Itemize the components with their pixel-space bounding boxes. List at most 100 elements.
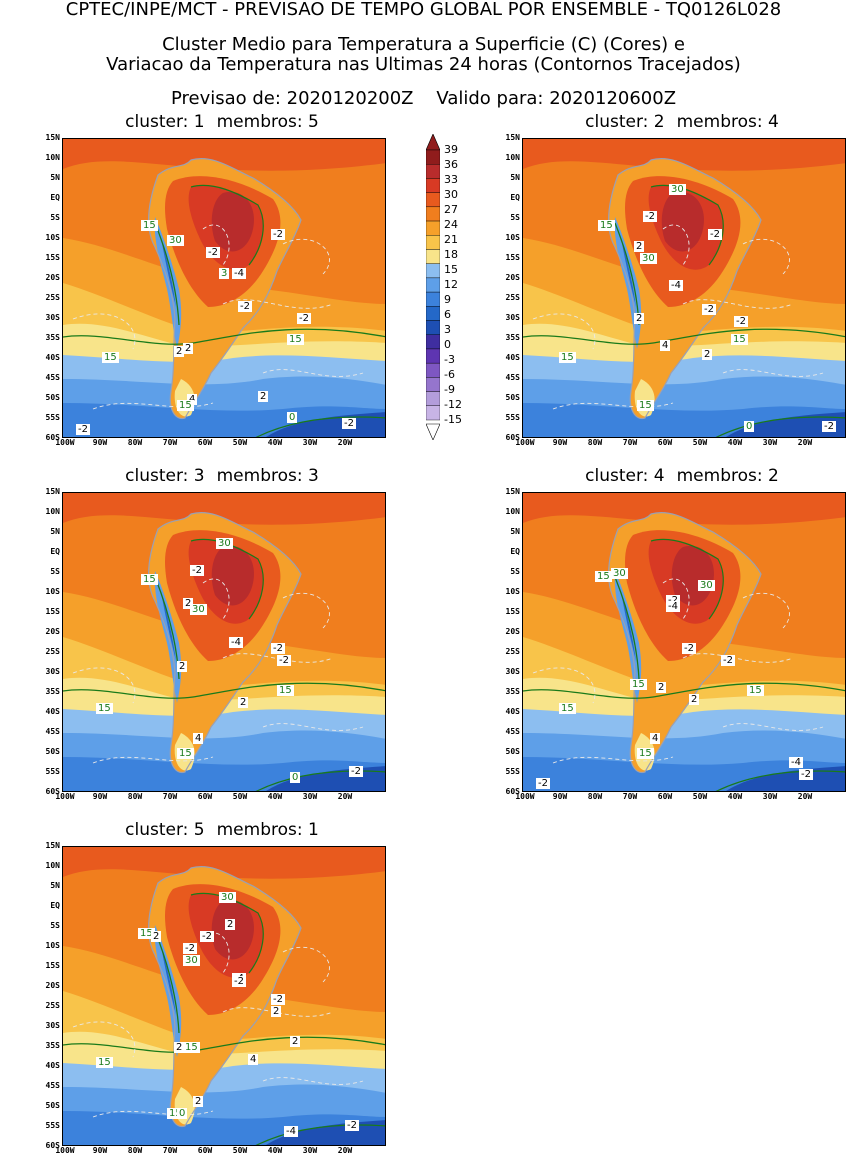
colorbar-tick-label: 15 (444, 263, 458, 276)
anomaly-contour-5 (72, 667, 136, 704)
contour-label: 15 (559, 352, 576, 363)
colorbar-tick-label: 0 (444, 338, 451, 351)
colorbar-tick-label: 12 (444, 278, 458, 291)
colorbar-segment (426, 206, 440, 222)
lat-tick-label: 10N (505, 507, 520, 516)
lat-tick-label: 40S (505, 353, 520, 362)
previsao-date: Previsao de: 2020120200Z (170, 88, 414, 109)
lat-tick-label: 5S (50, 567, 60, 576)
lon-tick-label: 60W (657, 438, 673, 447)
lat-tick-label: 20S (45, 981, 60, 990)
lat-tick-label: 25S (45, 293, 60, 302)
north-hot-band (523, 139, 845, 171)
contour-label: 0 (287, 412, 298, 423)
contour-15-ocean (523, 328, 845, 345)
lon-tick-label: 50W (232, 438, 248, 447)
lat-tick-label: 5N (50, 173, 60, 182)
cluster-map-2: 30 -2 15 -2 2 30 -4 -2 2 -2 15 4 2 15 15 0 -2 (522, 138, 846, 438)
lat-tick-label: 60S (45, 1141, 60, 1150)
lat-tick-label: 25S (505, 647, 520, 656)
colorbar-segment (426, 306, 440, 321)
lat-tick-label: 50S (505, 747, 520, 756)
contour-15-ocean (63, 682, 385, 699)
contour-15-andes (154, 222, 180, 326)
lat-tick-label: 55S (45, 767, 60, 776)
colorbar-tick-label: 6 (444, 308, 451, 321)
lat-tick-label: EQ (50, 547, 60, 556)
ocean-cold-patch (726, 412, 845, 437)
anomaly-contour-5 (72, 1021, 136, 1058)
contour-label: 2 (290, 1036, 301, 1047)
colorbar-tick-label: 27 (444, 203, 458, 216)
map-canvas (63, 493, 385, 791)
anomaly-contour-1 (92, 402, 214, 410)
lon-tick-label: 80W (127, 1146, 143, 1155)
colorbar-max-arrow (426, 134, 440, 151)
contour-label: -2 (206, 247, 220, 258)
contour-label: 0 (744, 421, 755, 432)
lat-tick-label: EQ (50, 193, 60, 202)
hot-core-33 (211, 545, 254, 606)
contour-label: -2 (342, 418, 356, 429)
lon-tick-label: 90W (552, 438, 568, 447)
contour-label: 30 (183, 955, 200, 966)
andes-core (161, 238, 176, 307)
colorbar-segment (426, 391, 440, 406)
lat-tick-label: 30S (45, 1021, 60, 1030)
lon-tick-label: 100W (55, 1146, 75, 1155)
map-canvas (63, 847, 385, 1145)
contour-label: 2 (151, 931, 162, 942)
colorbar-tick-label: 30 (444, 188, 458, 201)
lat-tick-label: 45S (505, 727, 520, 736)
lat-tick-label: 10N (45, 861, 60, 870)
lat-tick-label: 10N (505, 153, 520, 162)
lat-tick-label: 50S (45, 1101, 60, 1110)
lat-tick-label: 35S (45, 333, 60, 342)
contour-label: 15 (637, 748, 654, 759)
anomaly-contour-1 (552, 402, 674, 410)
colorbar-tick-label: 3 (444, 323, 451, 336)
colorbar-segment (426, 291, 440, 307)
colorbar-tick-label: 24 (444, 218, 458, 231)
contour-label: 30 (669, 184, 686, 195)
contour-label: 2 (193, 1096, 204, 1107)
lat-tick-label: 40S (45, 1061, 60, 1070)
lon-tick-label: 60W (197, 438, 213, 447)
contour-label: 30 (167, 235, 184, 246)
contour-label: 15 (637, 400, 654, 411)
hot-core-33 (661, 191, 704, 252)
colorbar-segment (426, 348, 440, 364)
lat-tick-label: 55S (505, 413, 520, 422)
contour-label: -2 (734, 316, 748, 327)
contour-30 (190, 892, 264, 974)
contour-label: -2 (643, 211, 657, 222)
anomaly-contour-1 (92, 1110, 214, 1118)
membros-label: membros: 2 (676, 466, 779, 486)
andes-core (161, 946, 176, 1015)
contour-label: -2 (271, 643, 285, 654)
anomaly-contour-4 (722, 369, 824, 377)
lat-tick-label: 15N (505, 487, 520, 496)
contour-label: 15 (277, 685, 294, 696)
valido-date: Valido para: 2020120600Z (436, 88, 677, 109)
lon-tick-label: 90W (552, 792, 568, 801)
contour-label: 2 (702, 349, 713, 360)
forecast-dates: Previsao de: 2020120200Z Valido para: 20… (0, 89, 847, 109)
lat-tick-label: 30S (505, 667, 520, 676)
lon-tick-label: 70W (622, 792, 638, 801)
contour-label: 15 (177, 748, 194, 759)
contour-0 (255, 416, 385, 437)
lon-tick-label: 30W (302, 1146, 318, 1155)
contour-label: 2 (656, 682, 667, 693)
andes-core (621, 592, 636, 661)
lon-tick-label: 30W (302, 438, 318, 447)
lon-tick-label: 20W (797, 438, 813, 447)
cluster-map-3: 30 -2 15 2 30 -4 -2 -2 2 15 15 2 4 15 0 -2 (62, 492, 386, 792)
contour-label: -2 (822, 421, 836, 432)
contour-label: -2 (297, 313, 311, 324)
contour-label: -2 (277, 655, 291, 666)
lon-tick-label: 30W (302, 792, 318, 801)
lat-tick-label: 10S (505, 233, 520, 242)
colorbar-tick-label: 33 (444, 173, 458, 186)
contour-label: 2 (258, 391, 269, 402)
